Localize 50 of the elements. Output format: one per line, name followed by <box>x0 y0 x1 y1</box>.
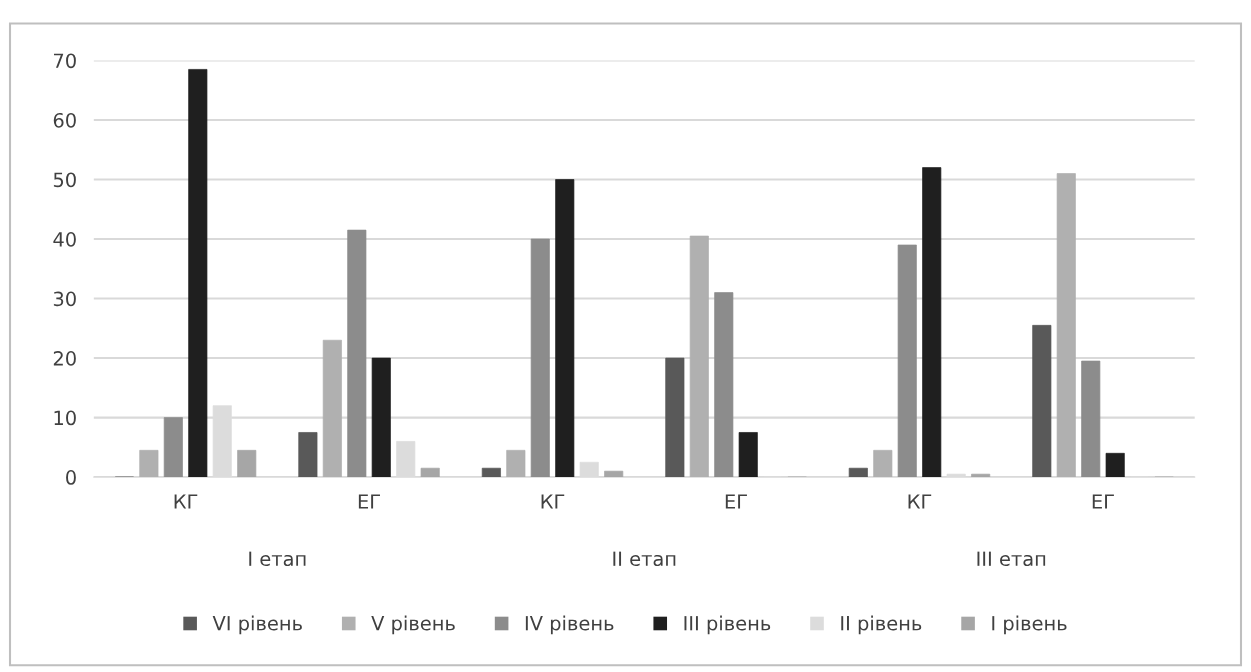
text: II етап <box>613 551 676 567</box>
bar <box>420 467 440 478</box>
bar <box>506 449 526 478</box>
legend-label: II рівень <box>841 615 922 635</box>
bar <box>604 470 624 478</box>
x-tick-label: ЕГ <box>358 494 380 509</box>
bar <box>163 417 183 478</box>
x-tick-label: КГ <box>908 494 932 509</box>
bar <box>714 292 734 478</box>
bar <box>1081 360 1101 478</box>
bar <box>848 467 868 478</box>
bar <box>971 473 991 478</box>
bar <box>555 179 575 478</box>
bar <box>298 432 318 478</box>
y-tick-label: 60 <box>53 112 76 128</box>
bar <box>188 69 208 478</box>
y-tick-label: 0 <box>66 470 76 485</box>
legend-label: III рівень <box>684 615 771 635</box>
bar <box>1105 452 1125 478</box>
x-tick-label: КГ <box>541 494 565 509</box>
bar <box>873 449 893 478</box>
text: I етап <box>249 551 306 567</box>
bar <box>347 229 367 478</box>
y-tick-label: 30 <box>53 291 76 307</box>
bar <box>530 238 550 478</box>
bar <box>738 432 758 478</box>
bar <box>1056 173 1076 478</box>
bar <box>1032 324 1052 478</box>
y-tick-label: 10 <box>54 410 76 426</box>
legend-label: IV рівень <box>525 615 614 635</box>
bar <box>689 235 709 478</box>
legend-label: I рівень <box>992 615 1067 635</box>
bar <box>665 357 685 478</box>
bar <box>237 449 257 478</box>
x-tick-label: ЕГ <box>725 494 747 509</box>
bar <box>922 167 942 478</box>
legend-label: VI рівень <box>212 615 302 635</box>
y-tick-label: 50 <box>53 172 76 188</box>
bar <box>481 467 501 478</box>
bar <box>322 339 342 478</box>
bar <box>139 449 159 478</box>
y-tick-label: 20 <box>53 351 76 366</box>
bar <box>897 244 917 478</box>
text: III етап <box>977 551 1046 567</box>
x-tick-label: ЕГ <box>1092 494 1114 509</box>
x-tick-label: КГ <box>174 494 198 509</box>
y-tick-label: 70 <box>54 53 76 69</box>
legend-label: V рівень <box>371 615 455 635</box>
bar <box>371 357 391 478</box>
y-tick-label: 40 <box>53 232 76 247</box>
